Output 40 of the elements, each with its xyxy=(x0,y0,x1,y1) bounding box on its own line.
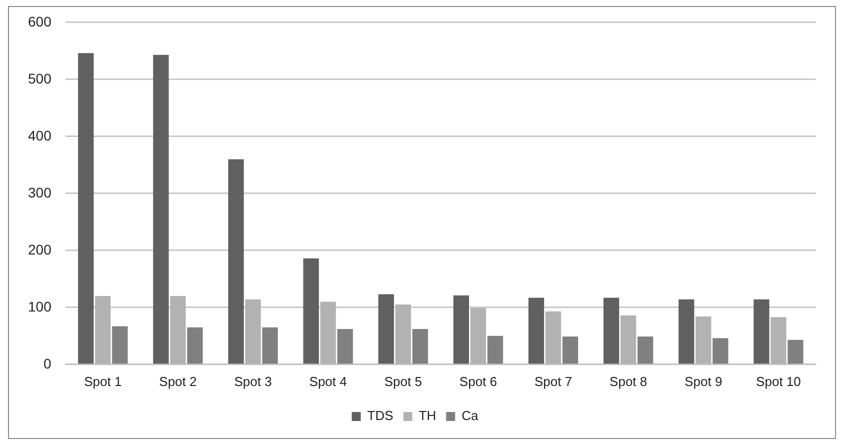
bar xyxy=(788,340,804,364)
bar xyxy=(487,336,504,364)
legend-label: TDS xyxy=(367,408,394,424)
bar xyxy=(337,329,353,364)
y-tick-label: 0 xyxy=(44,355,52,372)
x-tick-label: Spot 6 xyxy=(459,374,498,389)
x-tick-label: Spot 5 xyxy=(384,374,422,389)
bar xyxy=(528,298,544,364)
y-tick-label: 600 xyxy=(28,13,52,30)
x-tick-label: Spot 8 xyxy=(610,374,648,389)
y-tick-label: 100 xyxy=(28,298,52,314)
x-tick-label: Spot 3 xyxy=(234,374,272,389)
bar xyxy=(604,298,620,364)
bar xyxy=(112,326,128,364)
bar xyxy=(638,336,654,364)
bar xyxy=(678,299,694,364)
bar xyxy=(562,336,578,364)
x-tick-label: Spot 4 xyxy=(309,374,347,389)
bar xyxy=(412,329,428,364)
bar xyxy=(153,54,169,364)
bar xyxy=(303,258,319,364)
y-tick-label: 500 xyxy=(28,70,52,86)
y-tick-label: 200 xyxy=(28,241,52,258)
bar xyxy=(78,53,94,364)
y-tick-label: 300 xyxy=(28,184,52,200)
legend-label: Ca xyxy=(462,408,479,424)
bar xyxy=(378,294,394,364)
legend-label: TH xyxy=(418,408,436,424)
bar xyxy=(228,159,244,364)
x-tick-label: Spot 9 xyxy=(684,374,722,389)
x-tick-label: Spot 7 xyxy=(534,374,572,389)
bar xyxy=(453,295,470,364)
x-tick-label: Spot 1 xyxy=(84,374,122,389)
bar xyxy=(754,299,770,364)
bar xyxy=(712,338,728,364)
bar xyxy=(187,327,203,364)
bar xyxy=(262,327,278,364)
x-tick-label: Spot 10 xyxy=(756,374,801,389)
y-tick-label: 400 xyxy=(28,127,52,144)
x-tick-label: Spot 2 xyxy=(159,374,197,389)
